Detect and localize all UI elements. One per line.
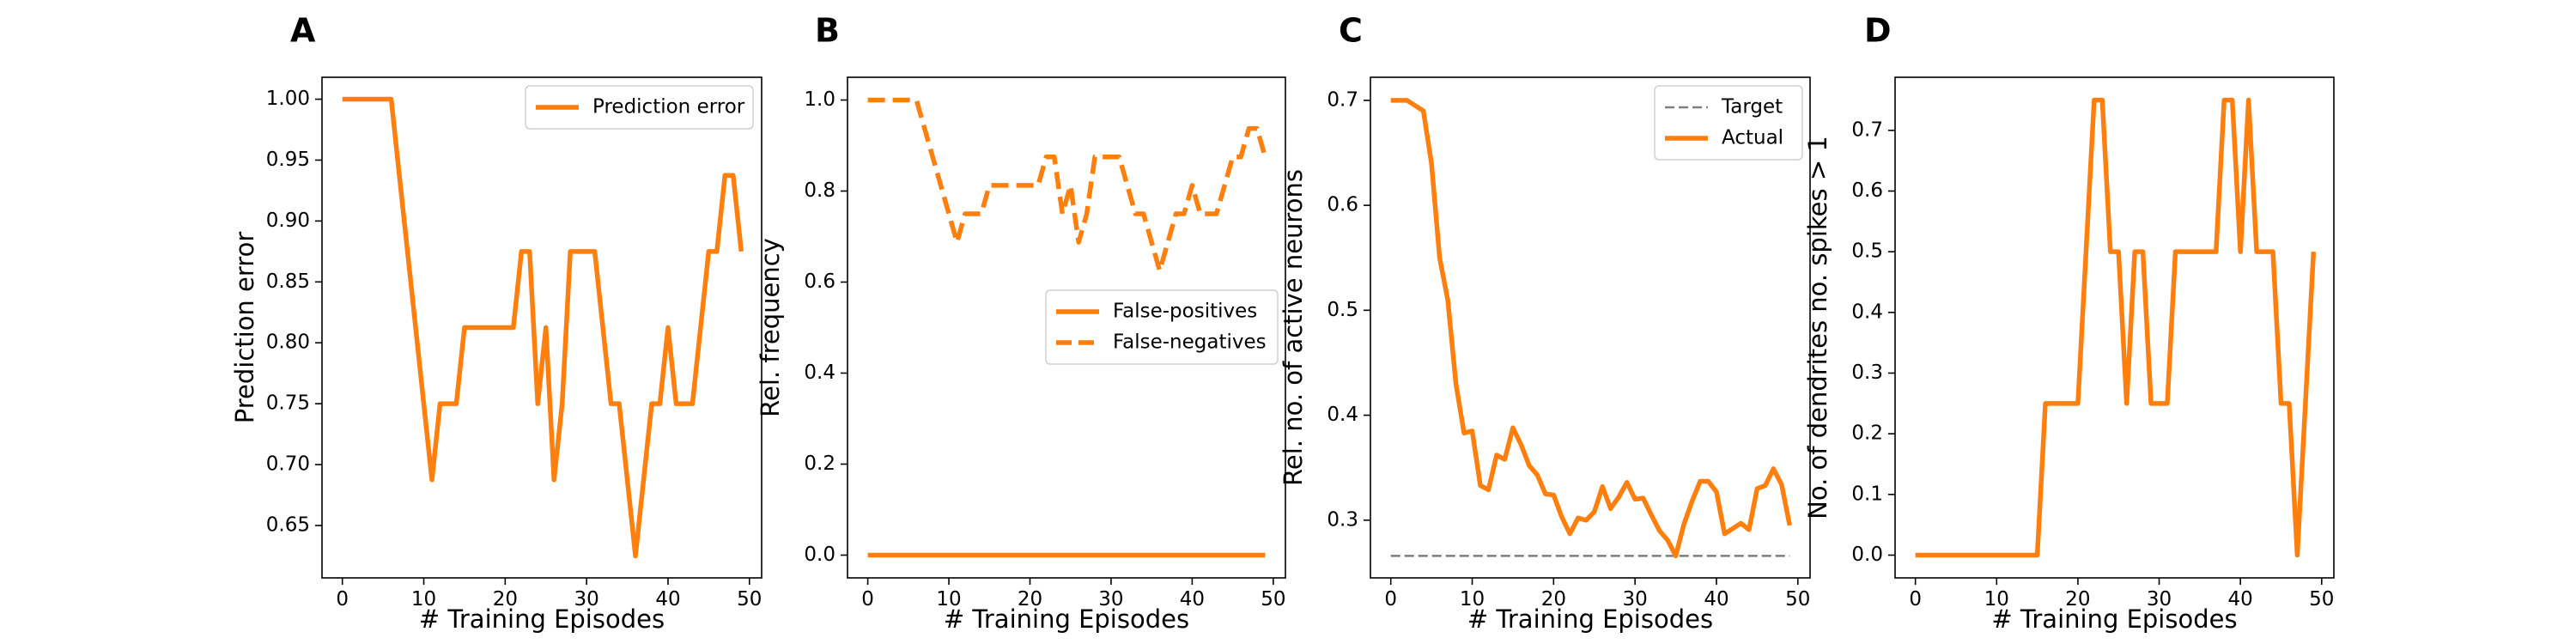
y-tick-label: 0.8: [804, 179, 835, 202]
x-tick-label: 50: [1261, 588, 1285, 611]
y-tick-label: 1.0: [804, 88, 835, 111]
x-tick-label: 50: [737, 588, 762, 611]
y-tick-label: 0.3: [1851, 361, 1883, 384]
series-line-1: [867, 97, 1268, 273]
x-tick-label: 10: [1984, 588, 2009, 611]
x-tick-label: 30: [2147, 588, 2172, 611]
y-tick-label: 0.7: [1327, 88, 1358, 111]
panel-letter: A: [290, 12, 316, 50]
x-tick-label: 0: [1384, 588, 1397, 611]
plot-frame: [321, 76, 762, 579]
y-tick-label: 0.4: [1851, 301, 1883, 323]
y-tick-label: 0.75: [266, 392, 310, 415]
x-tick-label: 0: [861, 588, 874, 611]
x-tick-label: 40: [655, 588, 680, 611]
y-tick-label: 0.3: [1327, 508, 1358, 531]
y-tick-label: 0.7: [1851, 118, 1883, 141]
legend-entry-0: Prediction error: [592, 96, 745, 118]
y-axis-label: Rel. no. of active neurons: [1279, 169, 1308, 486]
y-tick-label: 0.80: [266, 331, 310, 354]
series-line-1: [1390, 98, 1792, 559]
y-tick-label: 0.0: [804, 544, 835, 566]
y-tick-label: 0.90: [266, 210, 310, 232]
legend: Target Actual: [1654, 85, 1803, 161]
y-tick-label: 0.85: [266, 270, 310, 293]
y-axis-label: No. of dendrites no. spikes > 1: [1803, 136, 1832, 519]
x-tick-label: 10: [1460, 588, 1485, 611]
legend-entry-0: Target: [1721, 96, 1783, 118]
y-axis-label: Prediction error: [230, 232, 259, 424]
x-tick-label: 30: [574, 588, 599, 611]
legend: Prediction error: [525, 85, 754, 130]
x-tick-label: 20: [1541, 588, 1566, 611]
panel-c: C 0 10 20 30 40 50 0.3 0.4 0.5 0.6 0.7 # Training Ep…: [1279, 12, 1811, 634]
legend-frame: [1045, 289, 1279, 365]
y-tick-label: 0.6: [1851, 179, 1883, 202]
y-tick-label: 0.4: [1327, 404, 1358, 426]
legend-frame: [525, 85, 754, 130]
plot-frame: [1370, 76, 1811, 579]
y-tick-label: 0.70: [266, 453, 310, 476]
panel-letter: B: [815, 12, 840, 50]
plot-frame: [847, 76, 1286, 579]
y-tick-label: 0.1: [1851, 483, 1883, 505]
y-tick-label: 0.5: [1851, 240, 1883, 263]
legend: False-positives False-negatives: [1045, 289, 1279, 365]
y-tick-label: 0.2: [1851, 422, 1883, 445]
panel-letter: C: [1339, 12, 1363, 50]
y-tick-label: 0.65: [266, 514, 310, 537]
legend-entry-0: False-positives: [1113, 301, 1257, 323]
x-tick-label: 10: [411, 588, 436, 611]
x-tick-label: 40: [1180, 588, 1205, 611]
y-tick-label: 0.5: [1327, 299, 1358, 321]
x-tick-label: 40: [2228, 588, 2253, 611]
x-axis-label: # Training Episodes: [1467, 605, 1713, 634]
series-line-0: [1915, 97, 2317, 558]
x-axis-label: # Training Episodes: [419, 605, 665, 634]
legend-entry-1: False-negatives: [1113, 331, 1267, 354]
y-axis-label: Rel. frequency: [756, 238, 785, 417]
y-tick-label: 0.6: [804, 270, 835, 293]
panel-d: D 0 10 20 30 40 50 0.0 0.1 0.2 0.3 0.4 0.5 0.6 0.7 # Tr…: [1803, 12, 2335, 634]
x-tick-label: 10: [936, 588, 961, 611]
legend-entry-1: Actual: [1722, 127, 1783, 149]
x-axis-label: # Training Episodes: [1991, 605, 2237, 634]
x-tick-label: 50: [1785, 588, 1810, 611]
x-tick-label: 0: [336, 588, 349, 611]
x-tick-label: 0: [1909, 588, 1922, 611]
legend-frame: [1654, 85, 1803, 161]
x-tick-label: 20: [1018, 588, 1042, 611]
series-line-0: [342, 96, 744, 559]
x-tick-label: 50: [2309, 588, 2334, 611]
y-tick-label: 0.0: [1851, 544, 1883, 566]
panel-b: B 0 10 20 30 40 50 0.0 0.2 0.4 0.6 0.8 1.0 # Training…: [756, 12, 1286, 634]
plot-frame: [1894, 76, 2335, 579]
panel-letter: D: [1864, 12, 1892, 50]
x-tick-label: 40: [1704, 588, 1728, 611]
x-tick-label: 30: [1098, 588, 1123, 611]
y-tick-label: 0.6: [1327, 194, 1358, 216]
y-tick-label: 1.00: [266, 88, 310, 110]
x-axis-label: # Training Episodes: [944, 605, 1189, 634]
panel-a: A 0 10 20 30 40 50 0.65 0.70 0.75 0.80 0.85 0.90 0.95…: [230, 12, 762, 634]
x-tick-label: 30: [1623, 588, 1648, 611]
x-tick-label: 20: [493, 588, 518, 611]
x-tick-label: 20: [2065, 588, 2090, 611]
y-tick-label: 0.4: [804, 361, 835, 384]
y-tick-label: 0.2: [804, 453, 835, 475]
y-tick-label: 0.95: [266, 149, 310, 171]
